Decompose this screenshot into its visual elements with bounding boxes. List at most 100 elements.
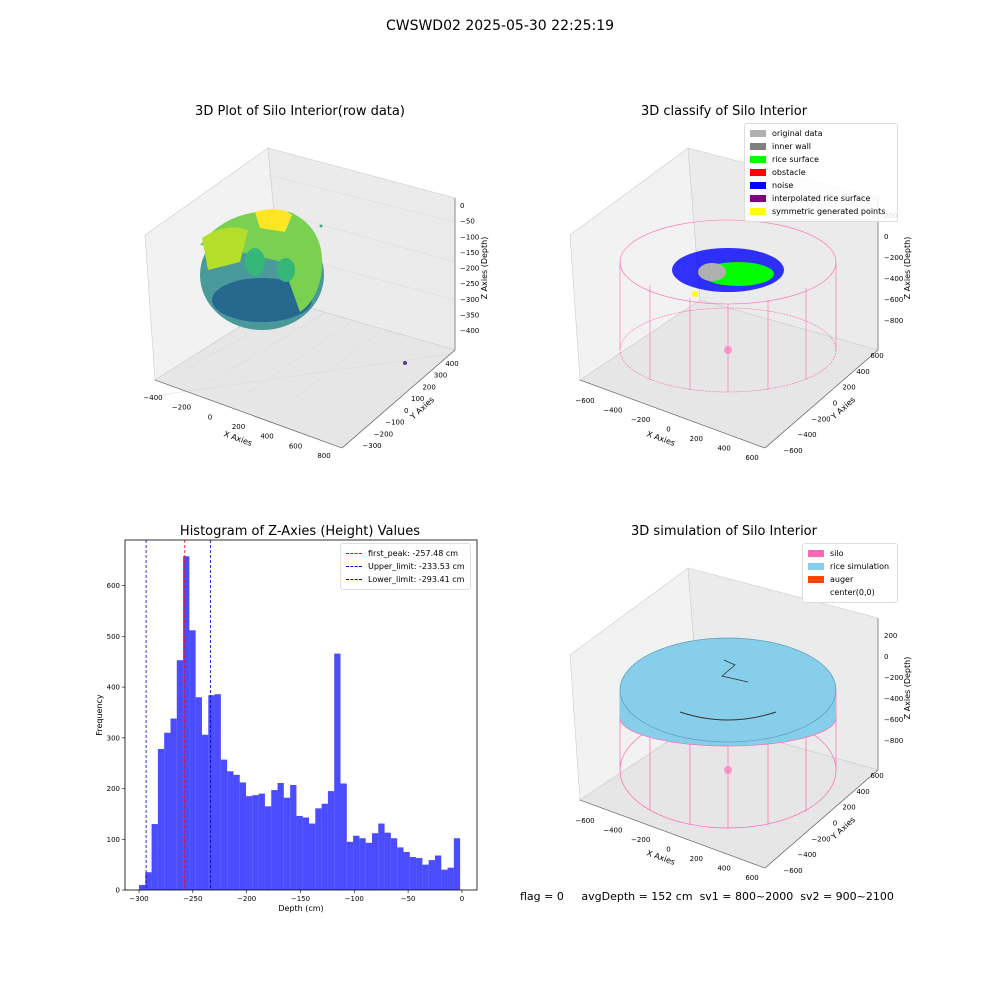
- classify-z-tick: −800: [884, 317, 903, 325]
- histogram-bar: [157, 748, 165, 890]
- classify-legend-item: noise: [750, 179, 892, 192]
- raw-x-tick: −400: [143, 394, 162, 402]
- histogram-bar: [384, 832, 391, 890]
- simulation-z-tick: −400: [884, 695, 903, 703]
- red-dash-icon: [346, 553, 362, 554]
- simulation-x-tick: −600: [575, 817, 594, 825]
- histogram-bar: [283, 797, 291, 890]
- classify-legend-label: noise: [772, 181, 794, 190]
- simulation-z-tick: 0: [884, 653, 888, 661]
- raw-y-tick: 0: [404, 407, 408, 415]
- raw-x-tick: 0: [208, 413, 212, 421]
- raw-y-tick: 400: [445, 360, 458, 368]
- rice-simulation-surface: [619, 637, 837, 774]
- histogram-bar: [397, 847, 404, 890]
- classify-y-tick: 200: [842, 384, 855, 392]
- raw-y-tick: −300: [362, 442, 381, 450]
- histogram-bar: [346, 841, 354, 890]
- legend-swatch-icon: [750, 156, 766, 163]
- histogram-bar: [416, 858, 423, 890]
- histogram-bar: [233, 774, 240, 890]
- histogram-plot: −300 −250 −200 −150 −100 −50 0 0 100 200 300 400 50…: [95, 539, 478, 913]
- classify-x-tick: 400: [717, 445, 730, 453]
- x-tick-label: −150: [291, 895, 310, 903]
- classify-x-tick: −600: [575, 397, 594, 405]
- histogram-bar: [371, 833, 379, 890]
- classify-z-tick: −200: [884, 254, 903, 262]
- histogram-bar: [264, 806, 272, 890]
- histogram-title: Histogram of Z-Axies (Height) Values: [179, 524, 421, 539]
- sv2-text: sv2 = 900~2100: [800, 890, 894, 903]
- simulation-x-tick: 0: [666, 846, 670, 854]
- simulation-y-tick: −600: [783, 867, 802, 875]
- legend-upper-limit: Upper_limit: -233.53 cm: [346, 560, 465, 573]
- legend-swatch-icon: [750, 130, 766, 137]
- classify-y-tick: 600: [870, 352, 883, 360]
- raw-z-tick: −350: [460, 311, 479, 319]
- classify-y-tick: −600: [783, 447, 802, 455]
- classify-legend-label: inner wall: [772, 142, 812, 151]
- histogram-bar: [390, 838, 398, 890]
- histogram-bar: [189, 630, 196, 890]
- avg-depth-text: avgDepth = 152 cm: [581, 890, 693, 903]
- x-tick-label: −100: [345, 895, 364, 903]
- legend-first-peak: first_peak: -257.48 cm: [346, 547, 465, 560]
- raw-y-tick: −200: [374, 430, 393, 438]
- histogram-bar: [296, 815, 303, 890]
- raw-z-tick: −300: [460, 296, 479, 304]
- histogram-frame: [124, 539, 478, 891]
- axis-tick-labels-3d: −400−2000200400600800−300−200−1000100200…: [143, 202, 903, 882]
- simulation-y-tick: −200: [811, 835, 830, 843]
- histogram-bar: [290, 785, 297, 890]
- classify-legend-item: obstacle: [750, 166, 892, 179]
- classify-y-tick: −200: [811, 415, 830, 423]
- classify-x-tick: 600: [745, 454, 758, 462]
- sv1-text: sv1 = 800~2000: [699, 890, 794, 903]
- histogram-bar: [183, 556, 190, 890]
- simulation-plot-title: 3D simulation of Silo Interior: [631, 524, 817, 539]
- classify-legend-label: original data: [772, 129, 823, 138]
- classify-legend-item: symmetric generated points: [750, 205, 892, 218]
- histogram-bar: [195, 697, 202, 890]
- histogram-bar: [422, 864, 429, 890]
- raw-y-tick: 100: [411, 395, 424, 403]
- classify-legend-label: obstacle: [772, 168, 806, 177]
- x-tick-label: −200: [237, 895, 256, 903]
- classify-legend-item: interpolated rice surface: [750, 192, 892, 205]
- simulation-z-tick: −800: [884, 737, 903, 745]
- histogram-bar: [365, 842, 372, 890]
- simulation-x-tick: 600: [745, 874, 758, 882]
- raw-z-tick: −250: [460, 280, 479, 288]
- legend-swatch-icon: [750, 143, 766, 150]
- histogram-bar: [151, 824, 158, 890]
- legend-swatch-icon: [808, 576, 824, 583]
- classify-legend-label: symmetric generated points: [772, 207, 886, 216]
- histogram-bar: [447, 867, 454, 890]
- raw-z-tick: −50: [460, 218, 475, 226]
- figure-title: CWSWD02 2025-05-30 22:25:19: [385, 18, 615, 34]
- classify-y-tick: 400: [856, 368, 869, 376]
- legend-swatch-icon: [750, 208, 766, 215]
- classify-z-tick: −600: [884, 296, 903, 304]
- simulation-x-tick: −200: [631, 836, 650, 844]
- simulation-legend-label: auger: [830, 575, 854, 584]
- simulation-y-tick: 600: [870, 772, 883, 780]
- simulation-y-tick: −400: [797, 851, 816, 859]
- raw-z-tick: −400: [460, 327, 479, 335]
- histogram-bar: [321, 803, 328, 890]
- histogram-bar: [201, 734, 209, 890]
- simulation-y-tick: 0: [833, 820, 837, 828]
- histogram-legend: first_peak: -257.48 cm Upper_limit: -233…: [340, 543, 471, 590]
- classify-legend-item: inner wall: [750, 140, 892, 153]
- histogram-bar: [138, 884, 146, 890]
- x-tick-label: −300: [129, 895, 148, 903]
- simulation-legend-label: silo: [830, 549, 844, 558]
- simulation-legend-label: center(0,0): [830, 588, 875, 597]
- x-tick-label: −250: [183, 895, 202, 903]
- flag-text: flag = 0: [520, 890, 564, 903]
- y-tick-label: 200: [107, 785, 120, 793]
- histogram-bar: [378, 823, 385, 890]
- histogram-reference-lines: [145, 540, 211, 890]
- simulation-y-tick: 400: [856, 788, 869, 796]
